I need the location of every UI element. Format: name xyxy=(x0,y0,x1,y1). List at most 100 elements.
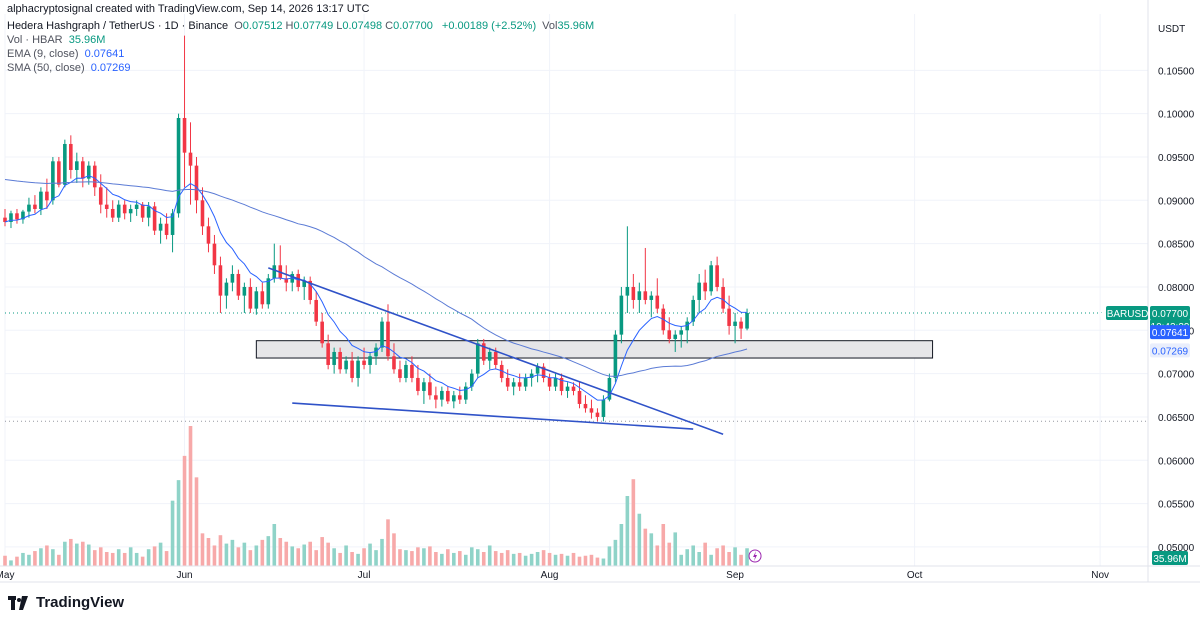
candle-body xyxy=(505,377,510,387)
volume-bar xyxy=(631,479,636,566)
volume-bar xyxy=(422,548,426,566)
ema-indicator-line[interactable]: EMA (9, close) 0.07641 xyxy=(7,48,127,60)
volume-bar xyxy=(236,547,241,566)
candle-body xyxy=(194,165,199,201)
volume-bar xyxy=(368,543,372,566)
candle-body xyxy=(332,351,336,365)
y-tick-label: 0.07000 xyxy=(1158,370,1195,381)
volume-bar xyxy=(727,552,731,566)
candle-body xyxy=(667,330,672,339)
candle-body xyxy=(57,161,61,185)
tradingview-logo-icon xyxy=(8,595,28,610)
candle-body xyxy=(703,282,707,292)
volume-bar xyxy=(589,554,594,566)
volume-bar xyxy=(98,547,103,566)
volume-bar xyxy=(553,554,558,566)
volume-bar xyxy=(242,542,247,566)
candle-body xyxy=(9,213,13,222)
volume-bar xyxy=(691,545,695,566)
volume-bar xyxy=(320,537,324,566)
candle-body xyxy=(242,286,247,296)
support-zone-rect xyxy=(255,340,934,359)
volume-bar xyxy=(673,532,678,566)
volume-tag-text: 35.96M xyxy=(1153,554,1186,565)
ema-price-tag: 0.07641 xyxy=(1150,325,1190,340)
volume-bar xyxy=(290,546,295,566)
candle-body xyxy=(21,211,25,220)
candle-body xyxy=(547,377,552,387)
volume-bar xyxy=(386,519,390,566)
candle-body xyxy=(146,206,151,218)
volume-bar xyxy=(200,533,205,566)
ohlc-values: O0.07512 H0.07749 L0.07498 C0.07700 xyxy=(234,20,436,32)
volume-bar xyxy=(51,549,55,566)
candle-body xyxy=(45,191,49,201)
candle-body xyxy=(733,321,737,326)
volume-bar xyxy=(212,545,217,566)
volume-bar xyxy=(499,552,504,566)
symbol-line[interactable]: Hedera Hashgraph / TetherUS · 1D · Binan… xyxy=(7,20,229,32)
volume-bar xyxy=(224,543,229,566)
volume-bar xyxy=(33,551,37,566)
volume-bar xyxy=(685,549,690,566)
y-tick-label: 0.08000 xyxy=(1158,283,1195,294)
candle-body xyxy=(434,395,438,400)
symbol-tag-bg xyxy=(1106,305,1148,320)
volume-bar xyxy=(715,548,719,566)
volume-bar xyxy=(27,554,31,566)
volume-bar xyxy=(416,547,420,566)
candle-body xyxy=(493,351,498,365)
volume-bar xyxy=(475,549,480,566)
candle-body xyxy=(517,382,522,387)
sma-indicator-line[interactable]: SMA (50, close) 0.07269 xyxy=(7,62,133,74)
volume-bar xyxy=(661,524,666,566)
candle-body xyxy=(15,213,19,220)
ema-label: EMA (9, close) xyxy=(7,48,79,60)
volume-bar xyxy=(559,553,564,566)
x-tick-label: May xyxy=(0,570,14,581)
volume-bar xyxy=(667,542,672,566)
volume-bar xyxy=(362,548,366,566)
candle-body xyxy=(637,291,642,300)
volume-bar xyxy=(356,553,360,566)
volume-bar xyxy=(535,552,540,566)
candle-body xyxy=(104,204,109,209)
volume-bar xyxy=(374,550,378,566)
volume-bar xyxy=(577,556,582,566)
candle-body xyxy=(452,395,456,402)
tradingview-logo[interactable]: TradingView xyxy=(8,594,124,611)
volume-bar xyxy=(428,546,432,566)
support-zone xyxy=(255,340,934,359)
ema-line xyxy=(4,175,748,401)
candle-body xyxy=(176,117,181,214)
vol-indicator-line[interactable]: Vol · HBAR 35.96M xyxy=(7,34,108,46)
candle-body xyxy=(709,265,713,292)
volume-bar xyxy=(122,552,127,566)
volume-bar xyxy=(511,553,516,566)
candle-body xyxy=(218,265,223,296)
ema-price-tag-bg xyxy=(1150,325,1190,340)
volume-bar xyxy=(469,547,474,566)
symbol-tag-text: HBARUSDT xyxy=(1099,309,1154,320)
y-tick-label: 0.09000 xyxy=(1158,196,1195,207)
volume-bar xyxy=(637,513,642,566)
volume-bar xyxy=(739,554,743,566)
candle-body xyxy=(625,286,630,296)
candle-body xyxy=(380,321,384,348)
volume-bar xyxy=(104,552,109,566)
candle-body xyxy=(595,412,600,417)
candle-body xyxy=(565,386,570,391)
candle-body xyxy=(51,161,55,201)
grid xyxy=(4,14,1148,566)
volume-bar xyxy=(15,556,19,566)
volume-bar xyxy=(128,547,133,566)
candle-body xyxy=(697,282,701,300)
candle-body xyxy=(3,217,7,222)
volume-bars xyxy=(3,426,749,566)
candle-body xyxy=(134,204,139,209)
lower-trendline xyxy=(292,402,694,430)
lightning-icon-bolt xyxy=(753,551,758,561)
volume-bar xyxy=(81,541,85,566)
candle-body xyxy=(739,321,743,329)
